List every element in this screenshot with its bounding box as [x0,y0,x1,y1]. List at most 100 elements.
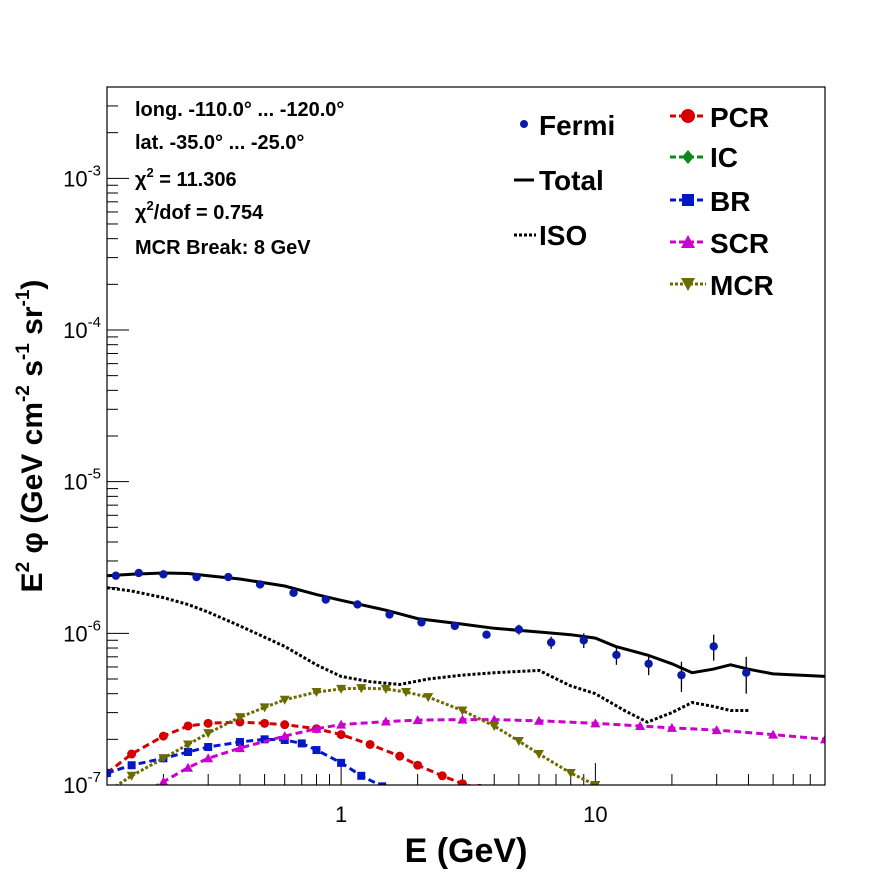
fermi-point [450,621,460,631]
fermi-point [134,568,143,578]
fermi-point [224,572,233,582]
series-mcr-marker [401,688,412,698]
legend-left: Fermi Total ISO [514,110,615,251]
series-mcr-marker [356,684,367,694]
series-mcr-marker [234,713,245,723]
series-br-marker [297,739,306,748]
series-mcr-marker [158,754,169,764]
series-mcr-marker [457,706,468,716]
series-scr-marker [336,719,347,729]
series-scr-marker [183,762,194,772]
series-layer [102,571,825,823]
series-scr-marker [768,729,779,739]
series-mcr-marker [311,688,322,698]
series-pcr-marker [395,751,405,761]
fermi-point [742,668,751,677]
series-pcr-marker [437,771,447,781]
series-br-marker [337,758,346,767]
y-tick-label: 10-3 [63,162,101,191]
series-mcr-marker [380,684,391,694]
series-pcr-marker [158,731,168,741]
series-mcr-marker [102,788,112,797]
series-mcr-marker [565,768,576,778]
legend-iso-label: ISO [539,220,587,251]
series-mcr-marker [513,737,524,747]
series-iso-line [107,586,749,724]
series-scr-marker [380,716,391,726]
series-scr-marker [279,731,290,741]
series-br-marker [127,761,136,770]
series-br-marker [312,746,321,755]
legend-pcr-marker [681,109,695,123]
fermi-point [546,638,556,647]
series-br-marker [235,738,244,747]
series-scr-marker [533,715,544,725]
y-tick-label: 10-5 [63,466,101,495]
fermi-point [579,636,588,645]
fermi-point [111,571,121,580]
series-mcr-marker [423,693,434,703]
x-axis-title: E (GeV) [405,832,528,870]
series-mcr-marker [183,740,194,750]
info-box: long. -110.0° ... -120.0° lat. -35.0° ..… [135,99,344,259]
fermi-point [255,580,265,589]
series-scr-marker [489,714,500,724]
fermi-point [353,600,362,609]
series-scr-marker [127,795,137,804]
fermi-point [385,610,394,619]
fermi-point [514,625,524,634]
series-pcr-marker [183,721,193,731]
series-scr-marker [666,722,677,732]
series-br-marker [378,782,387,785]
axes-layer: 10-7 10-6 10-5 10-4 10-3 1 10 [63,86,826,827]
fermi-point [159,570,168,579]
series-mcr-marker [259,703,270,713]
longitude-range: long. -110.0° ... -120.0° [135,99,344,121]
legend-fermi-marker [520,120,528,128]
series-mcr-marker [611,788,621,797]
series-scr-marker [635,720,646,730]
legend-ic-label: IC [710,142,738,173]
series-scr-marker [158,776,168,785]
series-pcr-marker [336,730,346,740]
latitude-range: lat. -35.0° ... -25.0° [135,132,304,154]
series-mcr-marker [336,684,347,694]
series-mcr-marker [590,781,601,785]
legend-scr-label: SCR [710,228,769,259]
series-pcr-marker [203,718,213,728]
y-tick-label: 10-4 [63,314,101,343]
legend-right: PCR IC BR SCR MCR [670,102,774,301]
series-scr-marker [203,753,214,763]
fermi-point [677,670,686,680]
x-tick-label: 1 [335,802,347,827]
fermi-point [417,618,426,627]
series-pcr-marker [413,760,423,770]
series-scr-marker [102,814,112,823]
fermi-point [321,595,330,604]
series-mcr-line [114,686,601,785]
fermi-point [192,572,201,582]
series-scr-marker [820,734,825,744]
legend-pcr-label: PCR [710,102,769,133]
series-mcr-marker [489,721,500,731]
legend-total-label: Total [539,165,604,196]
series-scr-marker [590,718,601,728]
series-scr-marker [234,743,245,753]
series-scr-marker [711,725,722,735]
fermi-point [644,659,653,668]
legend-br-label: BR [710,186,750,217]
series-pcr-marker [260,718,270,728]
legend-scr-marker [681,235,695,248]
series-br-marker [107,768,111,777]
series-mcr-marker [533,750,544,760]
legend-mcr-marker [681,278,695,291]
mcr-break-line: MCR Break: 8 GeV [135,237,311,259]
plot-frame [106,86,826,786]
series-scr-marker [412,715,423,725]
fermi-point [612,650,621,660]
series-br-marker [184,748,193,757]
series-br-marker [260,735,269,744]
series-br-marker [357,771,366,780]
series-scr-line [154,718,825,785]
